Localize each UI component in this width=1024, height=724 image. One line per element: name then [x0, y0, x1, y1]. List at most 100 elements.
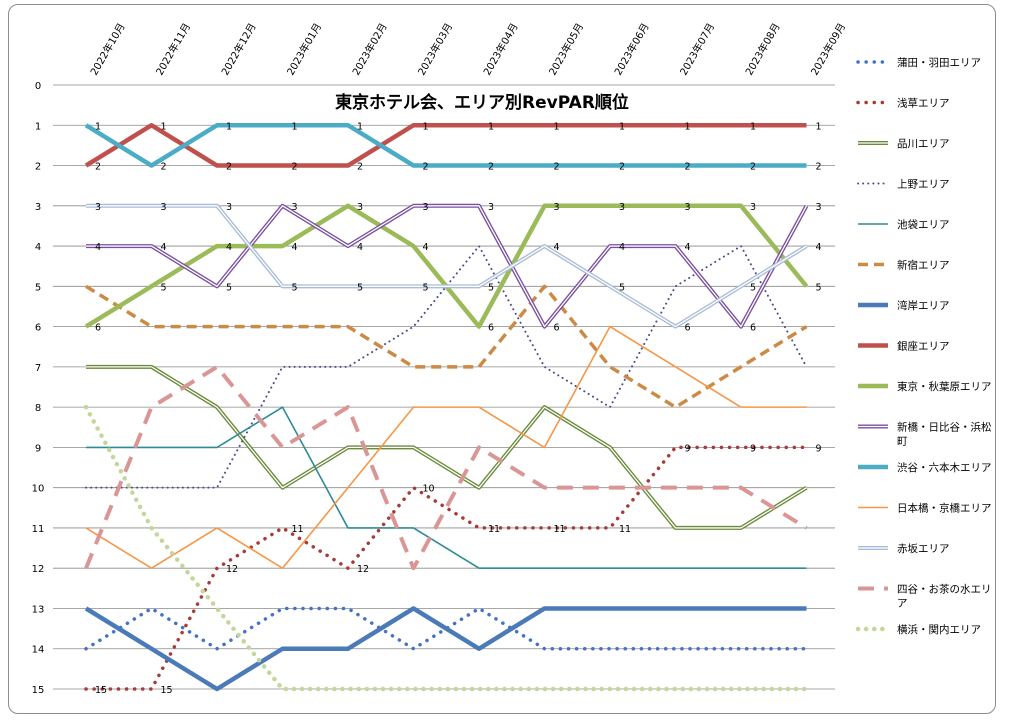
- data-label: 1: [423, 121, 429, 132]
- legend-item: 品川エリア: [858, 138, 950, 150]
- legend-label-line: ア: [897, 598, 908, 610]
- legend-label-line: 新橋・日比谷・浜松: [897, 421, 992, 434]
- data-label: 3: [292, 202, 298, 213]
- data-label: 3: [685, 202, 691, 213]
- legend-label: 新宿エリア: [897, 259, 950, 272]
- series-path: [84, 445, 809, 691]
- data-label: 1: [292, 121, 298, 132]
- data-label: 2: [423, 162, 429, 173]
- y-tick-label: 3: [35, 202, 41, 213]
- legend-label: 蒲田・羽田エリア: [897, 56, 981, 69]
- x-tick-label: 2023年07月: [677, 21, 717, 78]
- data-label: 12: [226, 564, 238, 575]
- data-label: 5: [750, 282, 756, 293]
- data-label: 10: [423, 484, 435, 495]
- legend-item: 湾岸エリア: [858, 299, 950, 312]
- series-line: [84, 203, 809, 329]
- chart-title: 東京ホテル会、エリア別RevPAR順位: [335, 92, 629, 113]
- data-label: 5: [161, 282, 167, 293]
- data-label: 1: [161, 121, 167, 132]
- x-tick-label: 2023年03月: [415, 21, 455, 78]
- legend-label: 四谷・お茶の水エリア: [897, 583, 992, 610]
- x-tick-label: 2022年12月: [218, 21, 258, 78]
- legend-item: 銀座エリア: [858, 340, 950, 353]
- data-label: 3: [619, 202, 625, 213]
- y-tick-label: 15: [32, 685, 45, 696]
- data-label: 11: [554, 524, 566, 535]
- y-tick-label: 2: [35, 162, 41, 173]
- data-label: 5: [292, 282, 298, 293]
- legend: 蒲田・羽田エリア浅草エリア品川エリア上野エリア池袋エリア新宿エリア湾岸エリア銀座…: [855, 56, 992, 636]
- data-label: 6: [554, 323, 560, 334]
- series-path: [85, 325, 807, 570]
- data-label: 5: [357, 282, 363, 293]
- legend-item: 横浜・関内エリア: [855, 623, 981, 636]
- series-layer: [83, 123, 809, 692]
- x-tick-label: 2023年04月: [480, 21, 520, 78]
- legend-item: 上野エリア: [857, 179, 950, 191]
- data-label: 2: [816, 162, 822, 173]
- legend-label: 上野エリア: [897, 179, 950, 191]
- data-label: 9: [685, 443, 691, 454]
- data-label: 3: [554, 202, 560, 213]
- data-label: 2: [619, 162, 625, 173]
- series-path: [84, 203, 809, 329]
- y-tick-label: 12: [32, 564, 45, 575]
- data-label: 2: [685, 162, 691, 173]
- data-label: 9: [750, 443, 756, 454]
- data-label: 3: [357, 202, 363, 213]
- data-label: 3: [816, 202, 822, 213]
- data-label: 5: [619, 282, 625, 293]
- x-tick-label: 2023年05月: [546, 21, 586, 78]
- x-tick-label: 2023年08月: [742, 21, 782, 78]
- series-line: [84, 123, 807, 168]
- data-label: 3: [226, 202, 232, 213]
- data-label: 4: [292, 242, 298, 253]
- y-tick-label: 6: [35, 323, 41, 334]
- x-tick-label: 2022年10月: [87, 21, 127, 78]
- series-path: [84, 123, 807, 168]
- data-label: 4: [161, 242, 167, 253]
- x-tick-label: 2023年06月: [611, 21, 651, 78]
- series-line: [84, 364, 808, 571]
- legend-label: 池袋エリア: [897, 218, 950, 231]
- legend-label: 銀座エリア: [897, 340, 950, 353]
- data-label: 1: [685, 121, 691, 132]
- series-line: [85, 245, 808, 489]
- series-path: [86, 205, 808, 328]
- series-line: [84, 606, 807, 692]
- x-tick-label: 2023年01月: [284, 21, 324, 78]
- y-tick-label: 1: [35, 121, 41, 132]
- legend-item: 新宿エリア: [858, 259, 950, 272]
- legend-label-line: 四谷・お茶の水エリ: [897, 583, 992, 596]
- data-label: 2: [357, 162, 363, 173]
- data-label: 4: [816, 242, 822, 253]
- data-label: 1: [554, 121, 560, 132]
- legend-item: 日本橋・京橋エリア: [858, 502, 992, 515]
- y-tick-label: 5: [35, 282, 41, 293]
- series-line: [83, 404, 809, 692]
- legend-label: 横浜・関内エリア: [897, 623, 981, 636]
- series-path: [86, 406, 807, 570]
- data-label: 15: [161, 685, 173, 696]
- data-label: 6: [95, 323, 101, 334]
- legend-label: 日本橋・京橋エリア: [897, 502, 992, 515]
- series-line: [85, 364, 808, 530]
- legend-item: 蒲田・羽田エリア: [856, 56, 981, 69]
- series-line: [85, 284, 808, 409]
- y-tick-label: 8: [35, 403, 41, 414]
- data-label: 3: [161, 202, 167, 213]
- data-label: 4: [554, 242, 560, 253]
- legend-item: 新橋・日比谷・浜松町: [858, 421, 992, 448]
- legend-item: 池袋エリア: [858, 218, 950, 231]
- data-label: 2: [488, 162, 494, 173]
- data-label: 1: [619, 121, 625, 132]
- data-label: 5: [423, 282, 429, 293]
- y-tick-label: 11: [32, 524, 45, 535]
- x-axis-ticks: 2022年10月 2022年11月 2022年12月 2023年01月 2023年02月…: [87, 21, 848, 78]
- legend-label: 品川エリア: [897, 138, 950, 150]
- data-label: 6: [750, 323, 756, 334]
- x-tick-label: 2023年09月: [808, 21, 848, 78]
